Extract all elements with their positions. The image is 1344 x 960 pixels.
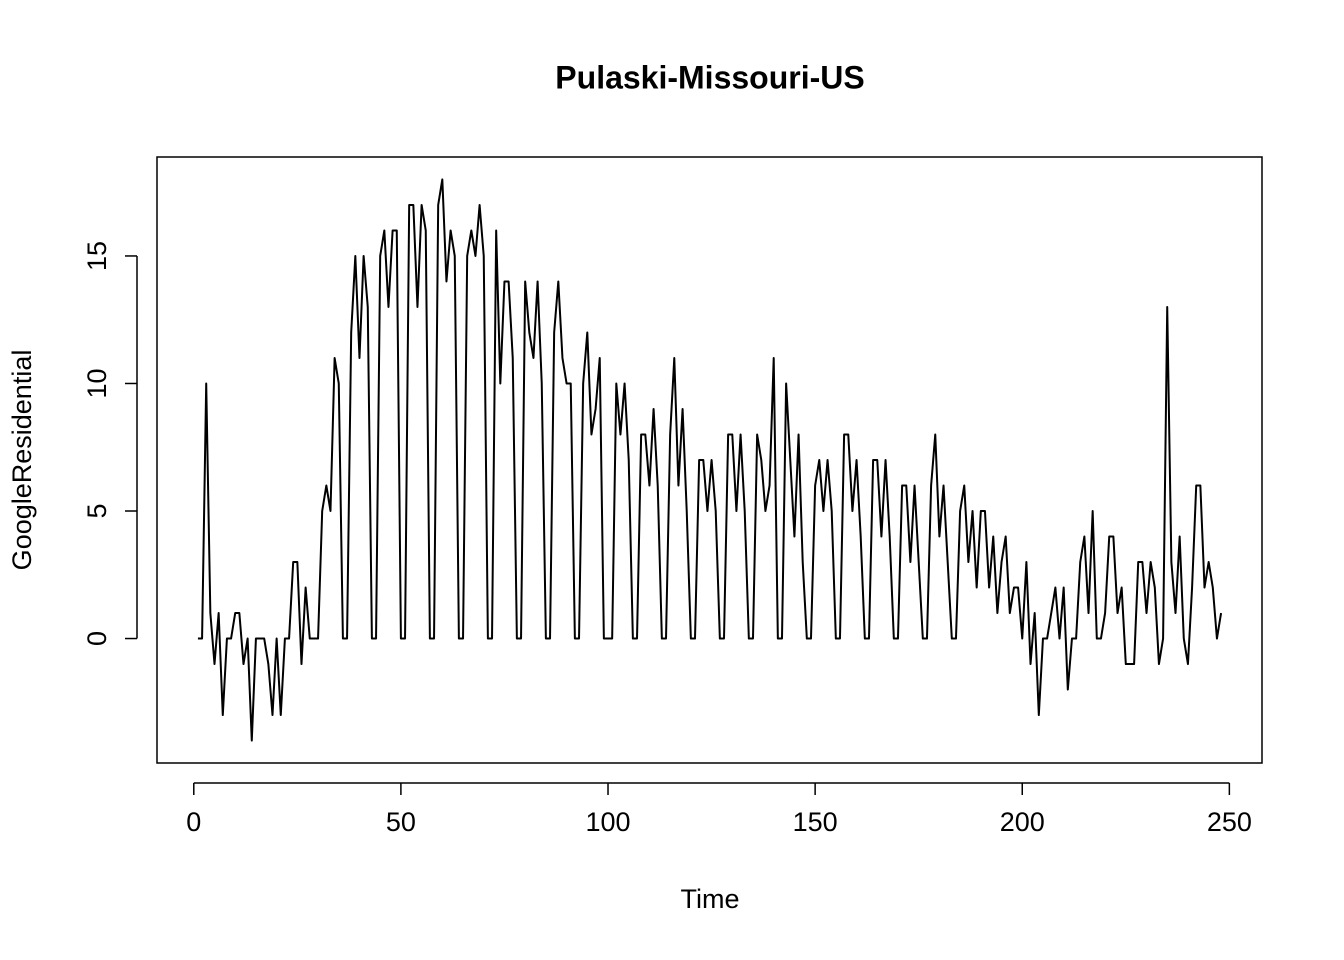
x-tick-label: 0: [186, 807, 201, 837]
y-tick-label: 5: [82, 503, 112, 518]
x-axis-title: Time: [681, 884, 740, 914]
plot-box: [156, 156, 1263, 764]
x-tick-label: 50: [386, 807, 416, 837]
x-tick-label: 100: [585, 807, 630, 837]
data-line: [197, 178, 1223, 742]
chart-title: Pulaski-Missouri-US: [555, 59, 864, 95]
x-tick-label: 250: [1207, 807, 1252, 837]
y-tick-label: 15: [82, 241, 112, 271]
y-axis-title: GoogleResidential: [7, 350, 37, 571]
y-tick-label: 10: [82, 368, 112, 398]
y-tick-label: 0: [82, 631, 112, 646]
x-tick-label: 200: [1000, 807, 1045, 837]
x-tick-label: 150: [793, 807, 838, 837]
